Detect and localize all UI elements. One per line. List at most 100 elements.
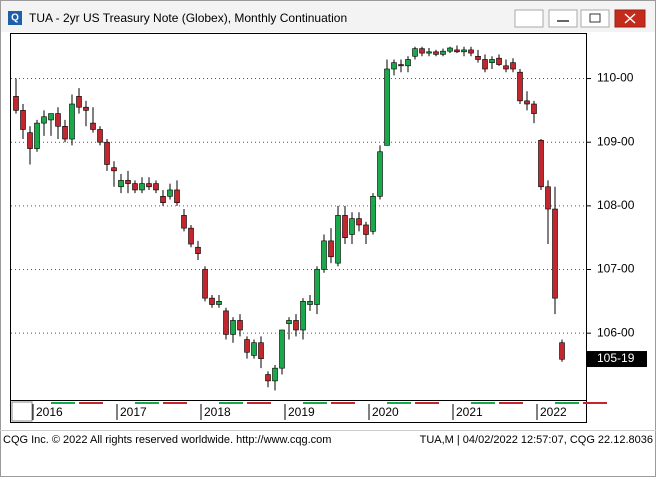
candle-body — [454, 49, 460, 53]
x-tick-label: 2019 — [288, 405, 315, 419]
candle-body — [55, 113, 61, 127]
year-strip — [331, 402, 355, 404]
year-strip — [163, 402, 187, 404]
candle-body — [349, 218, 355, 235]
candle-body — [545, 186, 551, 210]
candle-body — [146, 183, 152, 188]
candle-body — [62, 125, 68, 140]
candle-body — [174, 189, 180, 203]
link-button[interactable] — [514, 9, 544, 28]
year-strip — [135, 402, 159, 404]
year-strip — [303, 402, 327, 404]
corner-box — [11, 401, 33, 422]
plot-area — [10, 33, 587, 401]
candle-body — [552, 208, 558, 299]
candle-body — [496, 57, 502, 65]
year-strip — [499, 402, 523, 404]
candle-body — [111, 167, 117, 172]
candle-body — [293, 320, 299, 331]
candle-body — [461, 49, 467, 53]
candle-body — [433, 51, 439, 55]
candle-body — [517, 71, 523, 102]
year-strip — [415, 402, 439, 404]
year-strip — [471, 402, 495, 404]
maximize-button[interactable] — [580, 9, 610, 28]
app-icon — [8, 11, 22, 25]
year-strip — [247, 402, 271, 404]
candle-body — [48, 113, 54, 121]
candle-body — [426, 51, 432, 54]
year-strip — [387, 402, 411, 404]
x-tick-label: 2018 — [204, 405, 231, 419]
candle-body — [237, 320, 243, 331]
candle-body — [475, 55, 481, 60]
candle-body — [216, 301, 222, 305]
year-strip — [555, 402, 579, 404]
candle-body — [20, 110, 26, 130]
year-strip — [583, 402, 607, 404]
x-tick-label: 2022 — [540, 405, 567, 419]
minimize-button[interactable] — [548, 9, 578, 28]
candle-body — [412, 48, 418, 57]
footer-left: CQG Inc. © 2022 All rights reserved worl… — [3, 434, 331, 446]
candle-body — [559, 342, 565, 360]
y-tick-label: 110-00 — [597, 71, 634, 85]
candle-body — [377, 151, 383, 197]
candle-body — [251, 342, 257, 356]
candle-body — [363, 224, 369, 235]
candle-body — [279, 329, 285, 369]
candle-body — [34, 122, 40, 149]
candle-body — [132, 183, 138, 191]
last-price-box — [587, 351, 647, 368]
x-tick-label: 2016 — [36, 405, 63, 419]
year-strip — [79, 402, 103, 404]
candle-body — [195, 246, 201, 254]
y-tick-label: 109-00 — [597, 134, 635, 148]
candle-body — [300, 301, 306, 331]
candle-body — [391, 62, 397, 70]
candle-body — [118, 180, 124, 188]
candle-body — [419, 48, 425, 54]
candle-body — [440, 50, 446, 55]
candle-body — [97, 129, 103, 143]
candle-body — [209, 297, 215, 305]
window-title: TUA - 2yr US Treasury Note (Globex), Mon… — [29, 11, 347, 25]
candle-body — [27, 132, 33, 149]
candle-body — [244, 339, 250, 353]
last-price-label: 105-19 — [597, 351, 635, 365]
candle-body — [531, 103, 537, 114]
candle-body — [489, 59, 495, 63]
title-bar — [1, 1, 655, 32]
candle-body — [370, 196, 376, 232]
candle-body — [104, 141, 110, 165]
candle-body — [286, 320, 292, 324]
candle-body — [69, 103, 75, 140]
candle-body — [90, 122, 96, 130]
candle-body — [321, 240, 327, 270]
candle-body — [188, 227, 194, 245]
candle-body — [167, 189, 173, 197]
candle-body — [342, 215, 348, 238]
candle-body — [384, 68, 390, 146]
maximize-glyph — [589, 13, 601, 23]
candle-body — [510, 62, 516, 70]
candle-body — [272, 367, 278, 382]
candle-body — [447, 47, 453, 52]
candle-body — [160, 196, 166, 203]
candle-body — [482, 59, 488, 70]
candle-body — [356, 218, 362, 226]
close-glyph — [624, 13, 636, 24]
candle-body — [202, 269, 208, 299]
candle-body — [265, 374, 271, 382]
candle-body — [83, 106, 89, 111]
x-tick-label: 2020 — [372, 405, 399, 419]
candle-body — [307, 301, 313, 305]
candle-body — [503, 65, 509, 70]
candle-body — [223, 310, 229, 335]
candle-body — [398, 64, 404, 67]
candle-body — [139, 183, 145, 191]
candle-body — [405, 59, 411, 67]
y-tick-label: 106-00 — [597, 325, 635, 339]
y-tick-label: 107-00 — [597, 262, 635, 276]
